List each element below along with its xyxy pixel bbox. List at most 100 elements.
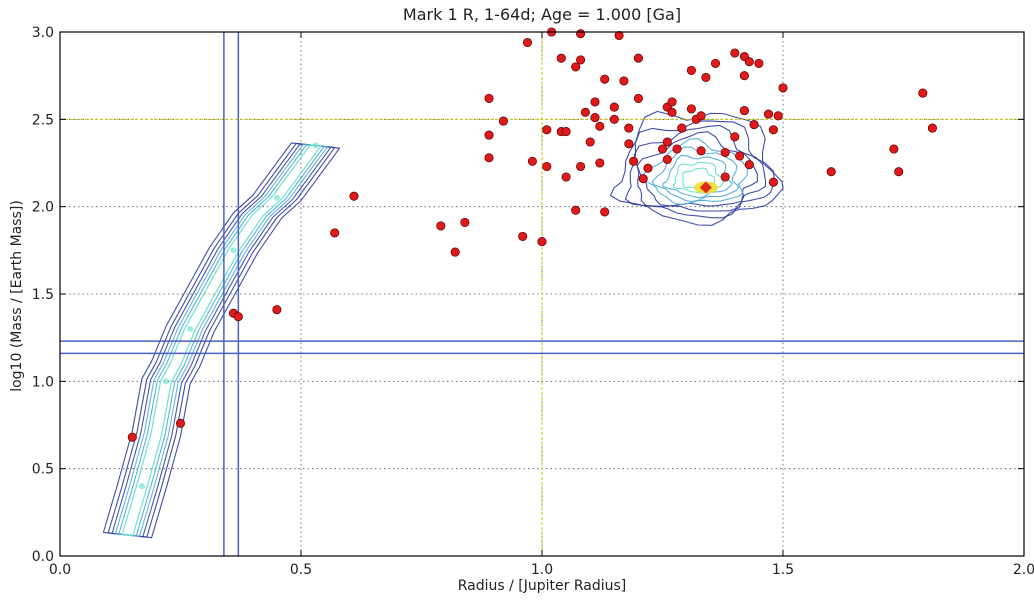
planet-point [600,74,610,84]
planet-point [595,121,605,131]
planet-point [576,55,586,65]
planet-point [614,30,624,41]
population-contours [102,110,784,539]
ridge-hotspot [138,483,145,490]
planet-point [773,111,783,121]
planet-point [580,107,590,117]
plot-frame [59,31,1025,557]
planet-point [710,58,721,68]
planet-point [609,114,619,124]
planet-point [657,144,668,154]
axis-ticks: 0.0 0.5 1.0 1.5 2.0 0.0 0.5 1.0 1.5 2.0 2.5 3.0 [32,25,1034,578]
planet-point [571,62,581,72]
planet-point [677,123,687,133]
planet-point [667,97,677,107]
planet-point [720,172,730,182]
planet-point [272,305,282,315]
planet-point [763,109,774,119]
planet-point [730,132,740,142]
planet-point [894,167,904,177]
chart-title: Mark 1 R, 1-64d; Age = 1.000 [Ga] [403,5,681,24]
x-tick-label: 0.0 [49,562,71,578]
planet-point [527,156,537,166]
planet-point [561,127,571,137]
x-tick-label: 1.5 [772,562,794,578]
x-tick-label: 2.0 [1013,562,1034,578]
planet-point [918,88,928,98]
planet-point [595,158,605,168]
y-tick-label: 3.0 [32,25,54,41]
cluster-core [699,181,712,194]
planet-point [484,93,494,103]
planet-point [585,137,595,147]
planet-point [744,160,754,170]
planet-point [484,153,494,163]
planet-point [498,116,508,126]
ridge-contour [114,143,329,537]
planet-point [686,104,696,114]
planet-point [696,111,706,121]
ridge-contour [118,144,325,537]
planet-point [701,72,711,82]
planet-point [624,123,634,133]
planet-point [450,247,460,257]
planet-point [744,57,754,67]
planet-point [927,123,937,133]
planet-point [460,217,470,227]
planet-point [739,71,749,81]
planet-point [537,237,547,247]
planet-point [768,177,778,187]
planet-point [330,228,340,238]
planet-point [349,191,359,201]
ridge-contour [111,143,332,538]
ridge-hotspot [187,325,194,332]
planet-point [542,125,552,135]
ridge-contour [121,144,322,537]
planet-point [175,418,186,428]
ridge-hotspot [230,247,237,254]
planet-point [826,167,836,177]
planet-point [730,48,740,58]
x-tick-label: 0.5 [290,562,312,578]
planet-point [667,107,677,117]
cluster-contour [609,110,784,226]
planet-point [768,125,778,135]
ridge-hotspot [312,142,319,149]
reference-lines [60,32,1024,556]
ridge-hotspot [273,194,280,201]
y-tick-label: 1.0 [32,374,54,390]
planet-point [754,58,764,68]
planet-point [600,207,610,217]
planet-point [696,146,706,156]
planet-point [739,106,749,116]
planet-point [686,65,696,75]
y-tick-label: 0.5 [32,462,54,478]
planet-point [778,83,788,93]
planet-point [638,174,648,184]
planet-point [889,144,899,154]
planet-point [542,161,552,172]
planet-point [633,93,643,103]
x-axis-label: Radius / [Jupiter Radius] [458,578,627,594]
planet-point [556,53,566,63]
planet-point [484,130,494,140]
cluster-contour [624,120,775,219]
planet-point [518,231,528,241]
y-tick-label: 2.5 [32,112,54,128]
planet-point [609,102,619,112]
planet-point [643,163,653,173]
planet-point [561,172,571,182]
x-tick-label: 1.0 [531,562,553,578]
planet-point [662,137,672,147]
observed-planets [127,27,937,442]
planet-point [662,154,672,165]
ridge-hotspot [163,378,170,385]
planet-point [672,144,682,154]
planet-point [629,156,639,166]
planet-point [720,147,730,158]
y-tick-label: 1.5 [32,287,54,303]
planet-point [590,97,600,107]
ridge-contour [102,142,341,539]
